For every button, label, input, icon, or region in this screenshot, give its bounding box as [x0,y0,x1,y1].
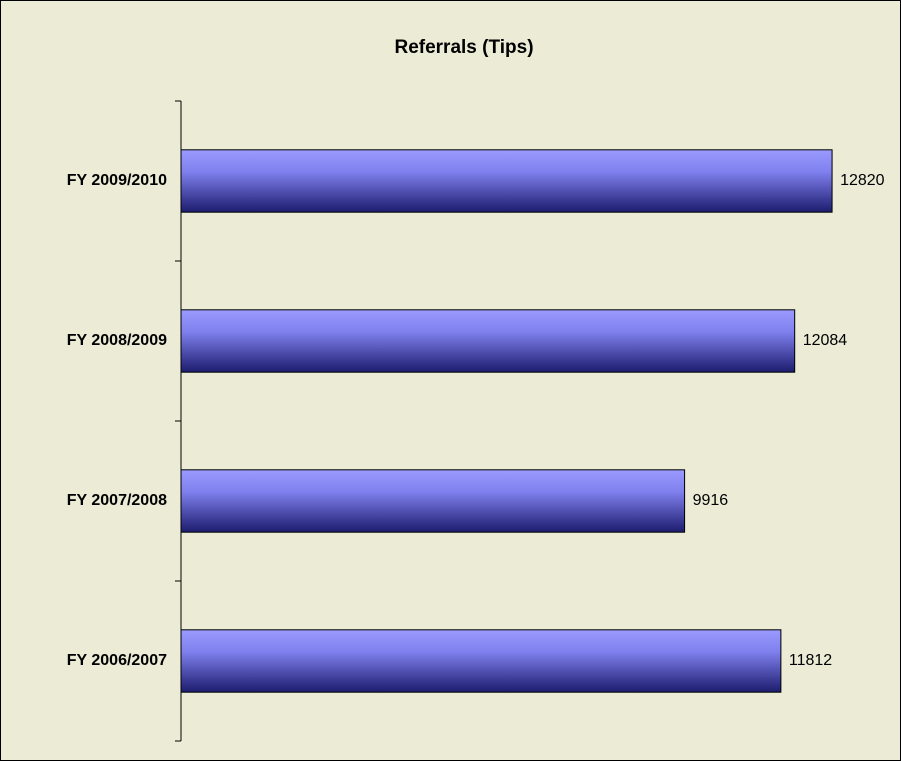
y-tick-label: FY 2006/2007 [67,652,167,669]
data-label: 9916 [693,492,729,509]
y-tick-label: FY 2008/2009 [67,332,167,349]
chart-title: Referrals (Tips) [394,37,533,58]
data-label: 12084 [803,332,848,349]
y-tick-label: FY 2007/2008 [67,492,167,509]
y-tick-label: FY 2009/2010 [67,172,167,189]
bar [180,149,833,213]
bar [180,629,782,693]
data-label: 11812 [789,652,832,669]
bar [180,469,686,533]
data-label: 12820 [840,172,885,189]
bar [180,309,796,373]
